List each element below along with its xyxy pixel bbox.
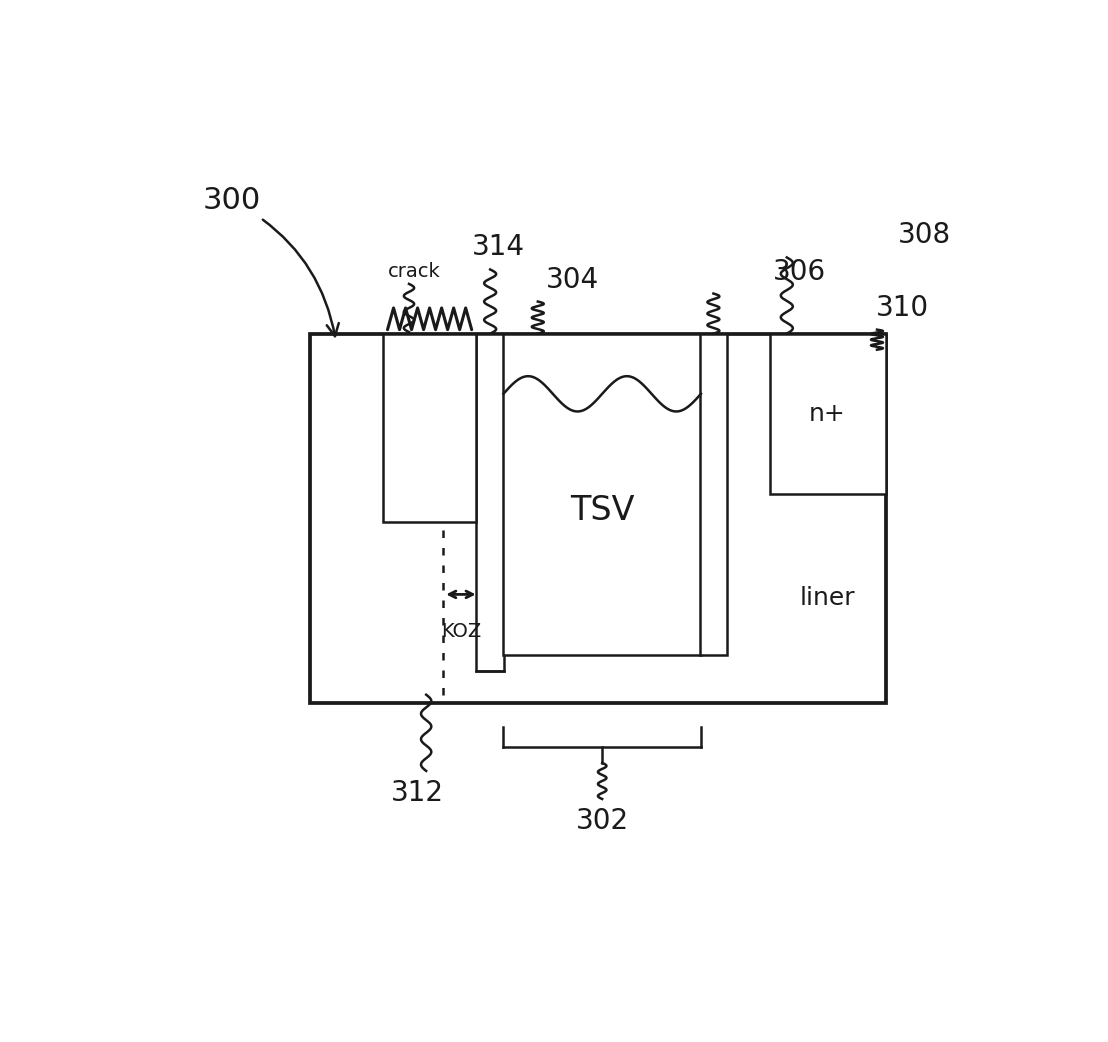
Text: 308: 308 bbox=[897, 221, 951, 249]
Text: 310: 310 bbox=[876, 294, 930, 322]
Text: KOZ: KOZ bbox=[442, 622, 482, 642]
Bar bbox=[310, 333, 885, 702]
Bar bbox=[383, 333, 476, 522]
Text: 300: 300 bbox=[203, 187, 339, 337]
Text: 314: 314 bbox=[472, 233, 525, 262]
Text: n+: n+ bbox=[809, 402, 847, 426]
Text: crack: crack bbox=[388, 263, 440, 281]
Bar bbox=[770, 333, 885, 494]
Text: TSV: TSV bbox=[570, 494, 635, 526]
Bar bbox=[700, 333, 727, 654]
Text: liner: liner bbox=[800, 587, 855, 611]
Text: 312: 312 bbox=[391, 779, 444, 807]
Text: 306: 306 bbox=[772, 257, 825, 286]
Text: 302: 302 bbox=[576, 807, 628, 835]
Bar bbox=[503, 333, 701, 654]
Bar bbox=[476, 333, 504, 671]
Text: 304: 304 bbox=[545, 266, 598, 294]
